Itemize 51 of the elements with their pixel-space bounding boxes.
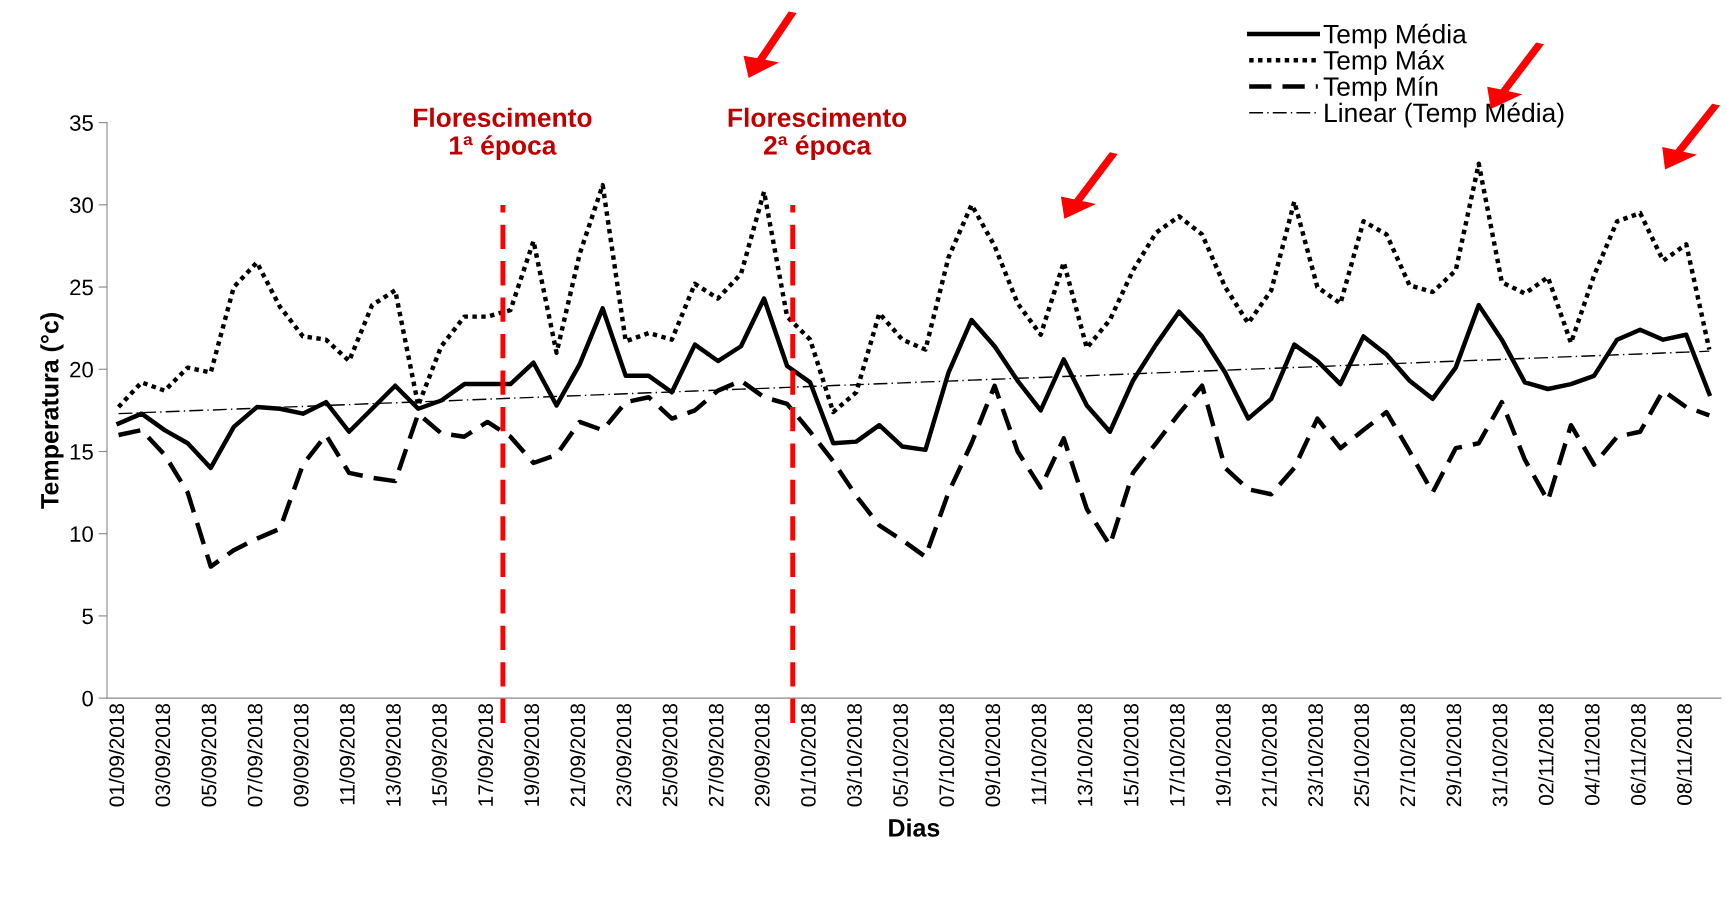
x-tick-label: 29/09/2018 <box>754 703 770 807</box>
x-tick-label: 25/10/2018 <box>1353 703 1370 807</box>
y-tick-label: 15 <box>70 444 93 460</box>
x-tick-label: 01/10/2018 <box>800 703 816 807</box>
x-tick-label: 11/10/2018 <box>1031 703 1047 805</box>
y-tick-label: 35 <box>69 115 93 131</box>
x-tick-label: 13/09/2018 <box>385 703 401 806</box>
x-tick-label: 09/10/2018 <box>984 703 1001 807</box>
y-tick-label: 10 <box>70 526 93 542</box>
x-tick-label: 29/10/2018 <box>1445 703 1462 807</box>
y-tick-label: 25 <box>70 279 93 296</box>
x-axis-title: Dias <box>889 818 940 837</box>
x-tick-label: 13/10/2018 <box>1077 703 1093 806</box>
x-tick-label: 31/10/2018 <box>1492 703 1508 807</box>
x-tick-label: 15/09/2018 <box>431 703 447 806</box>
x-tick-label: 03/09/2018 <box>154 703 171 807</box>
x-tick-label: 27/09/2018 <box>708 703 724 807</box>
y-tick-label: 5 <box>82 608 93 625</box>
legend-label: Temp Mín <box>1323 76 1438 102</box>
x-tick-label: 11/09/2018 <box>339 703 355 805</box>
x-tick-label: 17/09/2018 <box>477 703 493 806</box>
x-tick-label: 02/11/2018 <box>1538 703 1554 805</box>
y-tick-label: 30 <box>69 197 93 214</box>
x-tick-label: 17/10/2018 <box>1169 703 1185 806</box>
annotation: Florescimento 2ª época <box>728 107 907 161</box>
x-tick-label: 15/10/2018 <box>1123 703 1139 806</box>
x-tick-label: 06/11/2018 <box>1630 703 1646 805</box>
y-tick-label: 0 <box>82 690 93 707</box>
x-tick-label: 04/11/2018 <box>1584 703 1600 805</box>
x-tick-label: 08/11/2018 <box>1676 703 1692 805</box>
x-tick-label: 01/09/2018 <box>108 703 125 807</box>
annotation: Florescimento 1ª época <box>413 107 592 161</box>
legend-label: Linear (Temp Média) <box>1325 102 1564 128</box>
x-tick-label: 25/09/2018 <box>662 703 678 807</box>
x-tick-label: 21/09/2018 <box>569 703 586 807</box>
x-tick-label: 21/10/2018 <box>1261 703 1277 807</box>
legend-label: Temp Média <box>1323 23 1467 49</box>
x-tick-label: 27/10/2018 <box>1399 703 1416 807</box>
x-tick-label: 19/10/2018 <box>1215 703 1231 806</box>
legend-label: Temp Máx <box>1323 50 1445 75</box>
x-tick-label: 05/10/2018 <box>892 703 908 807</box>
x-tick-label: 07/10/2018 <box>938 703 955 807</box>
x-tick-label: 23/10/2018 <box>1307 703 1323 807</box>
y-axis-title: Temperatura (°c) <box>40 313 64 509</box>
x-tick-label: 03/10/2018 <box>846 703 862 807</box>
x-tick-label: 19/09/2018 <box>523 703 540 806</box>
x-tick-label: 07/09/2018 <box>247 703 263 807</box>
x-tick-label: 05/09/2018 <box>201 703 217 807</box>
y-tick-label: 20 <box>70 361 93 378</box>
x-tick-label: 23/09/2018 <box>616 703 632 807</box>
x-tick-label: 09/09/2018 <box>293 703 309 807</box>
